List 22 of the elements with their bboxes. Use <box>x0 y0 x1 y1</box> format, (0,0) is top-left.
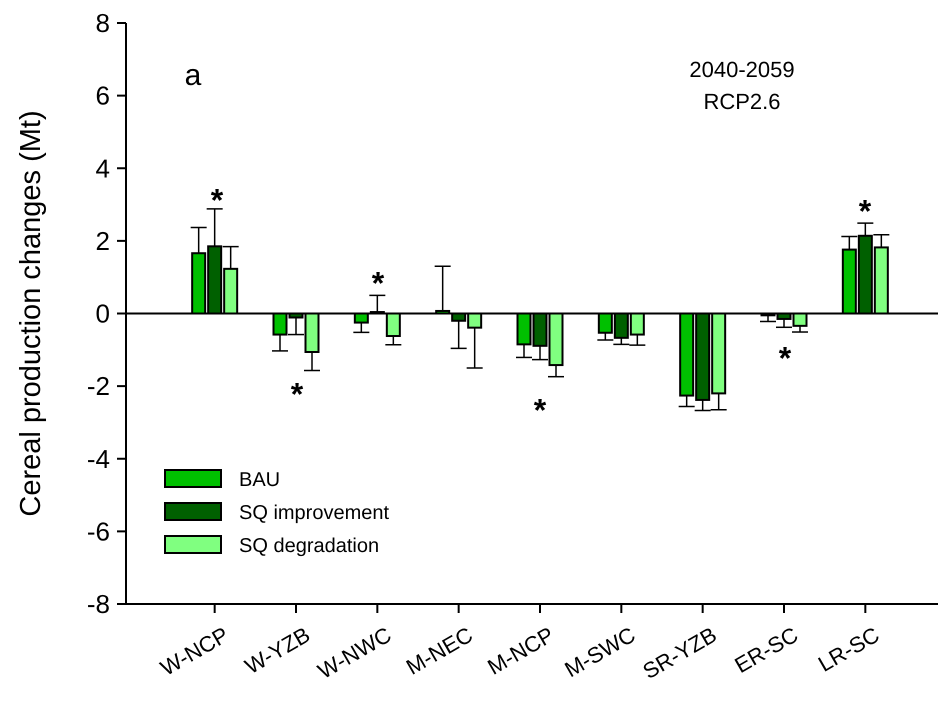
annotation: * <box>778 340 792 376</box>
y-tick-label: 6 <box>96 80 110 111</box>
annotation: * <box>858 193 872 229</box>
legend-label: SQ degradation <box>239 535 380 557</box>
y-tick-label: 8 <box>96 8 110 38</box>
y-axis-title: Cereal production changes (Mt) <box>15 110 47 517</box>
y-tick-label: 4 <box>96 153 110 184</box>
annotation: * <box>290 376 304 412</box>
y-tick-label: 2 <box>96 226 110 256</box>
y-tick-label: 0 <box>96 298 110 329</box>
y-tick-label: -2 <box>86 371 110 402</box>
legend-label: SQ improvement <box>239 502 390 524</box>
y-tick-label: -8 <box>86 589 110 620</box>
annotation: RCP2.6 <box>703 89 781 114</box>
y-tick-label: -6 <box>86 516 110 546</box>
y-tick-label: -4 <box>86 444 110 474</box>
annotation: * <box>534 392 547 428</box>
annotation: * <box>210 182 224 218</box>
annotation: a <box>184 59 202 92</box>
annotation: 2040-2059 <box>689 57 795 82</box>
legend-label: BAU <box>239 469 280 491</box>
annotation: * <box>372 265 385 301</box>
